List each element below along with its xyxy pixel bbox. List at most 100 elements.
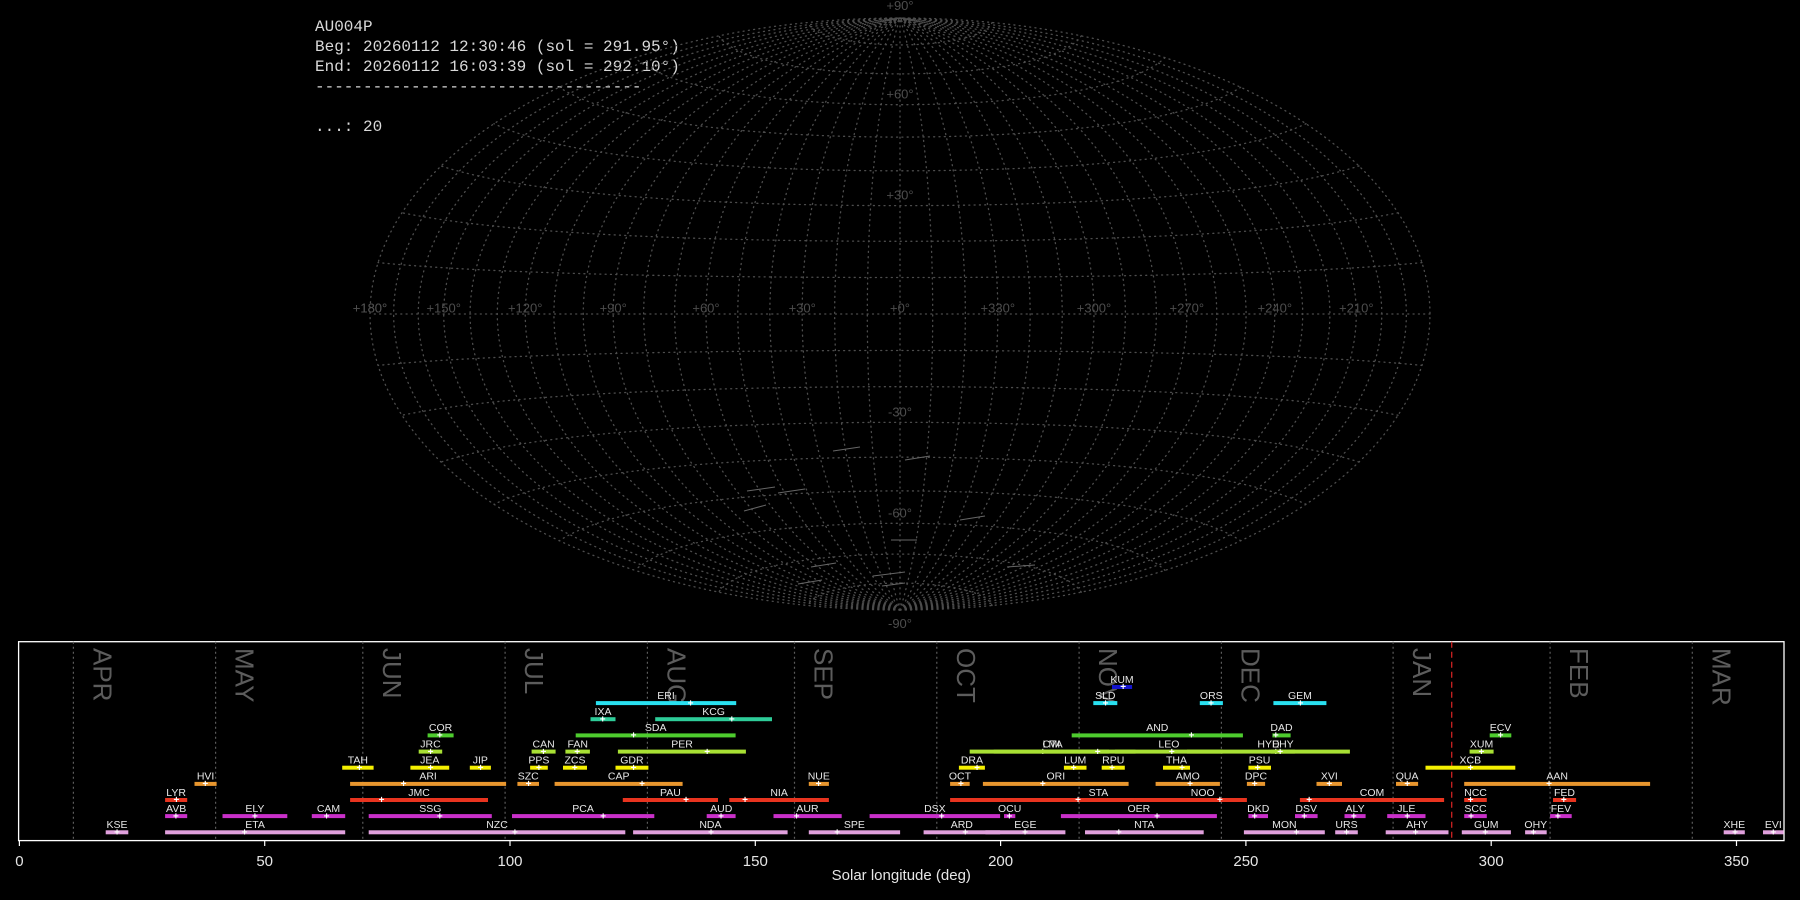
svg-text:FEB: FEB	[1564, 648, 1594, 699]
svg-text:LEO: LEO	[1158, 738, 1179, 750]
svg-text:150: 150	[743, 853, 768, 870]
svg-text:DRA: DRA	[961, 755, 983, 767]
svg-text:EGE: EGE	[1014, 819, 1036, 831]
svg-text:+: +	[401, 779, 407, 790]
svg-text:QUA: QUA	[1396, 771, 1419, 783]
svg-text:+270°: +270°	[1170, 301, 1204, 316]
svg-text:JUL: JUL	[519, 648, 549, 694]
svg-text:DKD: DKD	[1247, 803, 1270, 815]
svg-text:100: 100	[497, 853, 522, 870]
svg-text:SPE: SPE	[844, 819, 865, 831]
svg-text:DAD: DAD	[1270, 722, 1293, 734]
svg-text:OCT: OCT	[949, 771, 972, 783]
svg-text:KCG: KCG	[702, 706, 725, 718]
svg-text:+330°: +330°	[981, 301, 1015, 316]
svg-text:GDR: GDR	[620, 755, 644, 767]
svg-text:JMC: JMC	[408, 787, 430, 799]
svg-text:DEC: DEC	[1235, 648, 1265, 703]
svg-text:+: +	[729, 715, 735, 726]
svg-text:AAN: AAN	[1546, 771, 1568, 783]
svg-text:FED: FED	[1554, 787, 1575, 799]
svg-text:350: 350	[1724, 853, 1749, 870]
svg-text:+: +	[683, 795, 689, 806]
svg-text:50: 50	[256, 853, 273, 870]
svg-text:PCA: PCA	[572, 803, 594, 815]
svg-text:300: 300	[1479, 853, 1504, 870]
svg-text:+150°: +150°	[426, 301, 460, 316]
svg-text:PER: PER	[671, 738, 693, 750]
svg-text:+: +	[688, 698, 694, 709]
svg-text:SDA: SDA	[645, 722, 667, 734]
svg-text:XUM: XUM	[1470, 738, 1493, 750]
svg-text:+: +	[512, 828, 518, 839]
svg-text:LYR: LYR	[166, 787, 186, 799]
svg-text:+: +	[1306, 795, 1312, 806]
svg-text:AUD: AUD	[710, 803, 733, 815]
svg-text:+300°: +300°	[1077, 301, 1111, 316]
svg-text:ORS: ORS	[1200, 690, 1223, 702]
svg-text:MAY: MAY	[230, 648, 260, 702]
svg-text:+: +	[1095, 747, 1101, 758]
svg-text:OCT: OCT	[951, 648, 981, 703]
svg-text:+: +	[704, 747, 710, 758]
svg-text:XVI: XVI	[1321, 771, 1338, 783]
svg-text:+: +	[834, 828, 840, 839]
svg-text:JAN: JAN	[1407, 648, 1437, 697]
svg-text:CAM: CAM	[317, 803, 340, 815]
svg-text:NOO: NOO	[1191, 787, 1215, 799]
svg-text:0: 0	[15, 853, 23, 870]
svg-text:IXA: IXA	[595, 706, 612, 718]
svg-text:NZC: NZC	[486, 819, 508, 831]
svg-text:NTA: NTA	[1134, 819, 1154, 831]
svg-text:OHY: OHY	[1524, 819, 1547, 831]
svg-text:+: +	[1116, 828, 1122, 839]
svg-text:250: 250	[1233, 853, 1258, 870]
svg-text:+60°: +60°	[692, 301, 719, 316]
svg-text:ELY: ELY	[245, 803, 264, 815]
svg-text:AUR: AUR	[796, 803, 819, 815]
svg-text:MAR: MAR	[1706, 648, 1736, 706]
svg-text:ECV: ECV	[1490, 722, 1512, 734]
svg-text:+90°: +90°	[600, 301, 627, 316]
svg-text:+: +	[639, 779, 645, 790]
svg-text:MON: MON	[1272, 819, 1297, 831]
svg-text:+: +	[631, 731, 637, 742]
svg-text:COM: COM	[1360, 787, 1385, 799]
svg-text:SLD: SLD	[1095, 690, 1116, 702]
svg-text:JUN: JUN	[377, 648, 407, 699]
svg-text:+120°: +120°	[508, 301, 542, 316]
svg-text:SSG: SSG	[419, 803, 441, 815]
svg-text:JLE: JLE	[1397, 803, 1415, 815]
svg-text:+: +	[1040, 779, 1046, 790]
svg-text:EVI: EVI	[1765, 819, 1782, 831]
svg-text:+60°: +60°	[886, 87, 913, 102]
svg-text:+30°: +30°	[789, 301, 816, 316]
svg-text:NCC: NCC	[1464, 787, 1487, 799]
svg-text:FAN: FAN	[567, 738, 587, 750]
svg-text:GEM: GEM	[1288, 690, 1312, 702]
svg-text:+210°: +210°	[1339, 301, 1373, 316]
svg-text:+: +	[600, 811, 606, 822]
svg-text:RPU: RPU	[1102, 755, 1124, 767]
svg-text:CAN: CAN	[533, 738, 555, 750]
svg-text:+: +	[1217, 795, 1223, 806]
svg-text:STA: STA	[1089, 787, 1109, 799]
svg-text:200: 200	[988, 853, 1013, 870]
svg-text:+: +	[1188, 731, 1194, 742]
svg-text:ORI: ORI	[1046, 771, 1065, 783]
svg-text:PSU: PSU	[1249, 755, 1271, 767]
svg-text:ERI: ERI	[657, 690, 675, 702]
svg-text:ALY: ALY	[1346, 803, 1365, 815]
svg-text:CTA: CTA	[1042, 738, 1062, 750]
svg-text:JIP: JIP	[473, 755, 488, 767]
svg-text:+: +	[379, 795, 385, 806]
svg-text:+90°: +90°	[886, 0, 913, 13]
svg-text:NIA: NIA	[770, 787, 788, 799]
svg-text:LUM: LUM	[1064, 755, 1086, 767]
svg-text:+: +	[1154, 811, 1160, 822]
svg-text:CAP: CAP	[608, 771, 630, 783]
svg-text:TAH: TAH	[348, 755, 368, 767]
svg-text:+30°: +30°	[886, 188, 913, 203]
svg-text:XHE: XHE	[1724, 819, 1746, 831]
svg-text:Solar longitude (deg): Solar longitude (deg)	[832, 867, 971, 884]
